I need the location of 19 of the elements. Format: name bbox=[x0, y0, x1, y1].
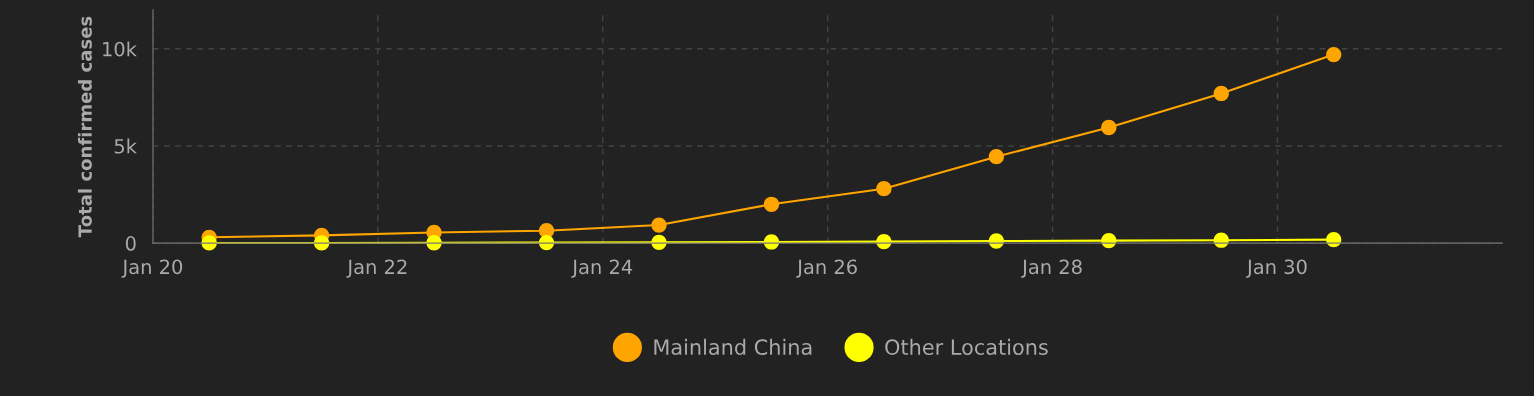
y-tick-label: 5k bbox=[114, 138, 137, 154]
point bbox=[651, 217, 667, 233]
x-tick-label: Jan 20 bbox=[121, 259, 183, 278]
y-tick-label: 0 bbox=[125, 236, 136, 251]
x-tick-label: Jan 28 bbox=[1021, 259, 1082, 278]
x-tick-label: Jan 26 bbox=[796, 259, 857, 278]
point bbox=[988, 149, 1004, 165]
x-tick-label: Jan 30 bbox=[1246, 259, 1307, 278]
x-tick-label: Jan 22 bbox=[346, 259, 407, 278]
y-tick-label: 10k bbox=[103, 41, 137, 57]
y-axis-title: Total confirmed cases bbox=[77, 16, 92, 238]
x-tick-label: Jan 24 bbox=[571, 259, 633, 278]
point bbox=[1326, 46, 1342, 63]
point bbox=[763, 196, 780, 212]
point bbox=[1213, 85, 1229, 102]
point bbox=[876, 181, 892, 197]
legend-label: Other Locations bbox=[885, 338, 1048, 355]
legend-label: Mainland China bbox=[654, 338, 812, 355]
point bbox=[1101, 119, 1117, 136]
